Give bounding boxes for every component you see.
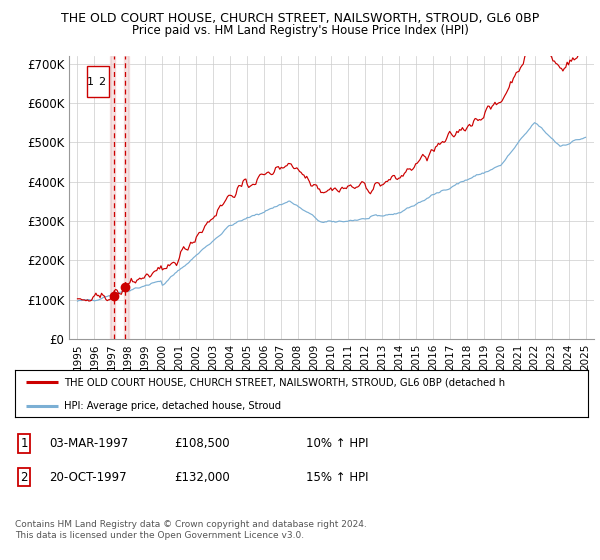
Text: This data is licensed under the Open Government Licence v3.0.: This data is licensed under the Open Gov… bbox=[15, 531, 304, 540]
Text: £132,000: £132,000 bbox=[174, 470, 230, 484]
Bar bbox=[124, 56, 128, 339]
Text: 1: 1 bbox=[20, 437, 28, 450]
Text: Contains HM Land Registry data © Crown copyright and database right 2024.: Contains HM Land Registry data © Crown c… bbox=[15, 520, 367, 529]
Text: HPI: Average price, detached house, Stroud: HPI: Average price, detached house, Stro… bbox=[64, 402, 281, 411]
Text: 1: 1 bbox=[86, 77, 94, 87]
Text: £108,500: £108,500 bbox=[174, 437, 230, 450]
Text: 03-MAR-1997: 03-MAR-1997 bbox=[49, 437, 128, 450]
Text: 2: 2 bbox=[20, 470, 28, 484]
Text: 10% ↑ HPI: 10% ↑ HPI bbox=[306, 437, 368, 450]
Text: THE OLD COURT HOUSE, CHURCH STREET, NAILSWORTH, STROUD, GL6 0BP (detached h: THE OLD COURT HOUSE, CHURCH STREET, NAIL… bbox=[64, 377, 505, 388]
Text: 20-OCT-1997: 20-OCT-1997 bbox=[49, 470, 127, 484]
Text: 2: 2 bbox=[98, 77, 106, 87]
Bar bbox=[110, 56, 115, 339]
Text: 15% ↑ HPI: 15% ↑ HPI bbox=[306, 470, 368, 484]
Text: Price paid vs. HM Land Registry's House Price Index (HPI): Price paid vs. HM Land Registry's House … bbox=[131, 24, 469, 36]
Text: THE OLD COURT HOUSE, CHURCH STREET, NAILSWORTH, STROUD, GL6 0BP: THE OLD COURT HOUSE, CHURCH STREET, NAIL… bbox=[61, 12, 539, 25]
FancyBboxPatch shape bbox=[87, 66, 109, 97]
